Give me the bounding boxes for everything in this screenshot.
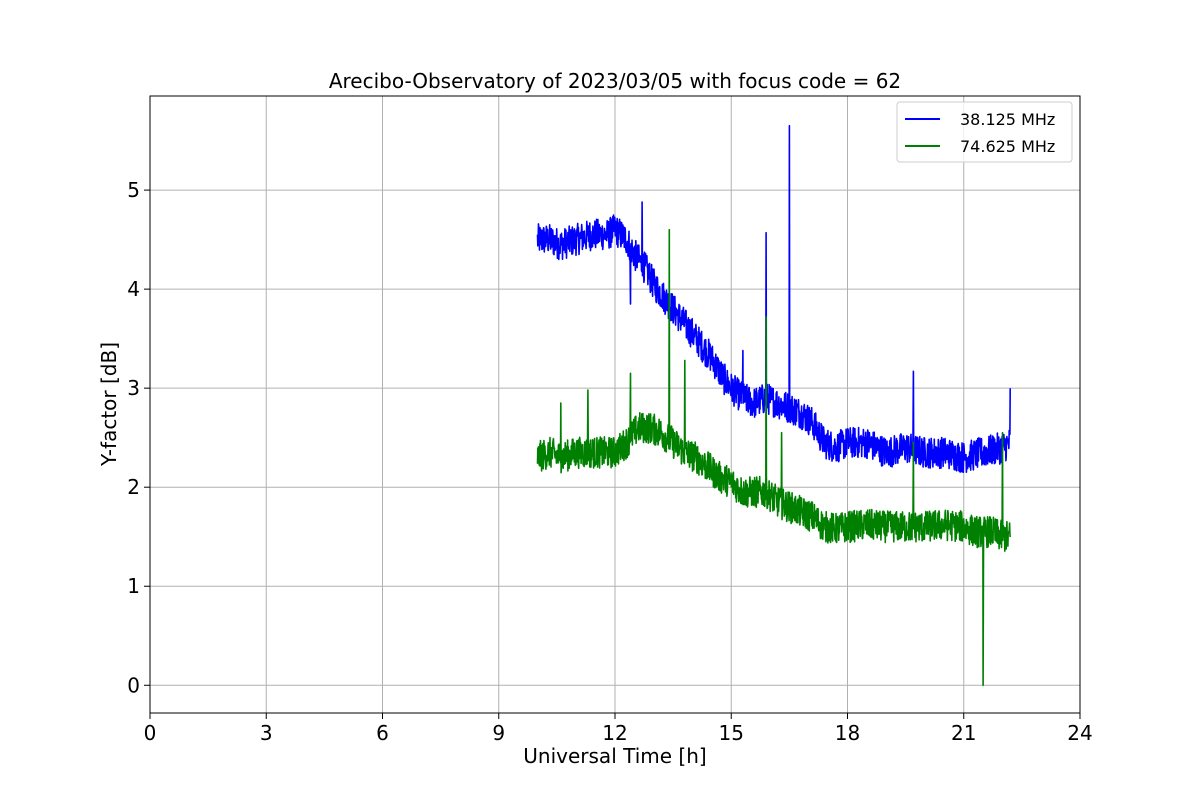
x-tick-label: 6 — [376, 721, 389, 745]
x-axis-label: Universal Time [h] — [523, 744, 706, 768]
chart-title: Arecibo-Observatory of 2023/03/05 with f… — [329, 69, 901, 93]
y-tick-label: 0 — [127, 673, 140, 697]
y-tick-label: 2 — [127, 475, 140, 499]
series-layer — [536, 124, 1011, 687]
y-axis-label: Y-factor [dB] — [97, 342, 121, 467]
x-tick-label: 12 — [602, 721, 627, 745]
x-tick-label: 0 — [144, 721, 157, 745]
y-tick-label: 5 — [127, 178, 140, 202]
legend-label-74mhz: 74.625 MHz — [960, 137, 1055, 156]
series-line-74mhz — [536, 228, 1011, 687]
legend-box — [896, 101, 1073, 163]
x-tick-label: 15 — [719, 721, 744, 745]
x-tick-label: 3 — [260, 721, 273, 745]
legend: 38.125 MHz 74.625 MHz — [896, 101, 1073, 163]
y-tick-label: 4 — [127, 277, 140, 301]
x-axis-ticks: 0 3 6 9 12 15 18 21 24 — [144, 713, 1093, 745]
x-tick-label: 21 — [951, 721, 976, 745]
y-axis-ticks: 0 1 2 3 4 5 — [127, 178, 150, 697]
legend-label-38mhz: 38.125 MHz — [960, 110, 1055, 129]
y-tick-label: 3 — [127, 376, 140, 400]
x-tick-label: 24 — [1067, 721, 1092, 745]
series-line-38mhz — [536, 124, 1011, 473]
x-tick-label: 9 — [492, 721, 505, 745]
x-tick-label: 18 — [835, 721, 860, 745]
y-tick-label: 1 — [127, 574, 140, 598]
